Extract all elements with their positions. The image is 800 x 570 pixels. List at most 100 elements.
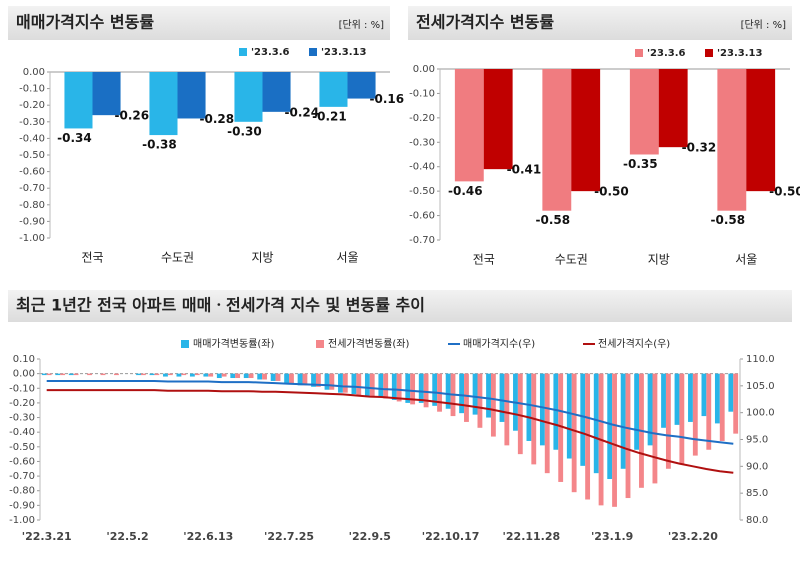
bar <box>607 373 613 480</box>
value-label: -0.58 <box>711 213 746 227</box>
bar <box>539 373 545 446</box>
bar <box>454 69 484 182</box>
bar <box>464 373 469 422</box>
y-tick-label: -0.20 <box>9 398 35 409</box>
bar <box>459 373 465 414</box>
value-label: -0.28 <box>200 112 235 126</box>
bar <box>679 373 685 465</box>
bar <box>194 373 200 376</box>
bar <box>55 373 61 376</box>
bar <box>665 373 671 469</box>
x-tick-label: 전국 <box>473 253 495 267</box>
value-label: -0.21 <box>312 109 347 123</box>
bar <box>248 373 254 379</box>
bar <box>302 373 308 386</box>
y2-tick-label: 100.0 <box>746 408 775 419</box>
bar <box>542 69 572 211</box>
y-tick-label: -0.90 <box>19 216 45 227</box>
panel-header <box>408 6 792 40</box>
bar <box>297 373 303 386</box>
bar <box>571 373 577 493</box>
value-label: -0.35 <box>623 157 658 171</box>
bar <box>526 373 532 441</box>
y2-tick-label: 80.0 <box>746 515 768 526</box>
bar <box>203 373 209 377</box>
y-tick-label: -0.50 <box>19 150 45 161</box>
y-tick-label: -0.30 <box>19 117 45 128</box>
y2-tick-label: 95.0 <box>746 435 768 446</box>
x-tick-label: 수도권 <box>555 253 588 267</box>
bar <box>41 373 47 376</box>
bar <box>620 373 626 469</box>
bar <box>64 72 93 129</box>
value-label: -0.50 <box>594 185 629 199</box>
line <box>46 380 734 445</box>
bar <box>46 373 52 376</box>
bar <box>176 373 182 377</box>
x-tick-label: '22.9.5 <box>349 530 391 543</box>
panel-header <box>8 6 390 40</box>
bar <box>364 373 370 398</box>
legend-label: '23.3.13 <box>321 47 366 58</box>
value-label: -0.16 <box>370 92 405 106</box>
bar <box>243 373 249 379</box>
bar <box>338 373 343 393</box>
chart-title: 매매가격지수 변동률 <box>16 13 154 32</box>
value-label: -0.24 <box>285 105 320 119</box>
bar <box>60 373 66 376</box>
bar <box>262 72 291 112</box>
bar <box>405 373 411 403</box>
bar <box>351 373 357 395</box>
legend-label: 전세가격변동률(좌) <box>328 337 410 350</box>
x-tick-label: '22.6.13 <box>183 530 233 543</box>
bar <box>257 373 263 380</box>
bar <box>717 69 747 211</box>
value-label: -0.38 <box>142 138 177 152</box>
bar <box>315 373 321 387</box>
y-tick-label: -0.40 <box>409 162 435 173</box>
y-tick-label: -0.60 <box>9 456 35 467</box>
y-tick-label: -0.10 <box>19 84 45 95</box>
bar <box>483 69 513 170</box>
bar <box>688 373 693 422</box>
bar <box>634 373 640 450</box>
legend-swatch <box>635 49 643 57</box>
bar <box>284 373 290 384</box>
bar <box>701 373 707 417</box>
bar <box>517 373 523 455</box>
y-tick-label: -0.40 <box>19 133 45 144</box>
bar <box>490 373 496 437</box>
bar <box>612 373 617 507</box>
legend-label: 매매가격지수(우) <box>463 337 535 350</box>
value-label: -0.30 <box>227 124 262 138</box>
value-label: -0.41 <box>507 163 542 177</box>
value-label: -0.58 <box>536 213 571 227</box>
bar <box>571 69 601 192</box>
x-tick-label: 지방 <box>648 253 670 267</box>
y-tick-label: -0.70 <box>19 183 45 194</box>
y-tick-label: -0.40 <box>9 427 35 438</box>
y-tick-label: 0.00 <box>413 64 435 75</box>
bar <box>728 373 734 412</box>
bar <box>706 373 712 450</box>
bar <box>504 373 510 446</box>
legend-label: '23.3.6 <box>647 48 686 59</box>
bar <box>149 373 155 376</box>
y2-tick-label: 105.0 <box>746 381 775 392</box>
bar <box>566 373 572 459</box>
bar <box>553 373 559 450</box>
bar <box>114 373 119 376</box>
y-tick-label: 0.00 <box>13 369 35 380</box>
x-tick-label: '22.11.28 <box>503 530 561 543</box>
bar <box>558 373 564 482</box>
y2-tick-label: 110.0 <box>746 354 775 365</box>
bar <box>92 72 121 116</box>
y-tick-label: -0.70 <box>409 235 435 246</box>
bar <box>499 373 505 422</box>
value-label: -0.50 <box>769 185 800 199</box>
bar <box>647 373 653 446</box>
bar <box>625 373 631 499</box>
bar <box>423 373 429 408</box>
y-tick-label: -0.70 <box>9 471 35 482</box>
legend-label: '23.3.6 <box>251 47 290 58</box>
